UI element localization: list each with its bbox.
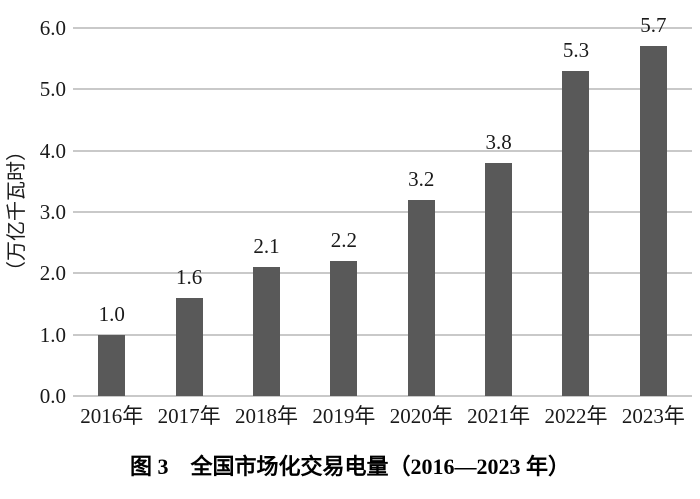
x-tick-label: 2022年 [544, 404, 608, 428]
bar-value-label: 3.2 [408, 166, 435, 191]
bar-value-label: 3.8 [485, 129, 512, 154]
x-tick-label: 2016年 [80, 404, 144, 428]
gridline [73, 333, 692, 336]
x-tick-label: 2018年 [234, 404, 298, 428]
bar-value-label: 5.7 [640, 13, 667, 38]
bar-value-label: 1.6 [175, 264, 203, 289]
x-tick-label: 2017年 [157, 404, 221, 428]
bar-2020年 [407, 199, 435, 396]
bar-value-label: 5.3 [562, 37, 590, 62]
bar-2022年 [562, 70, 590, 396]
gridline [73, 211, 692, 213]
y-tick-label: 3.0 [39, 200, 66, 224]
y-tick-label: 2.0 [39, 261, 66, 286]
gridline [73, 88, 692, 91]
bar-value-label: 2.1 [253, 234, 280, 259]
bar-2016年 [98, 334, 126, 396]
figure-caption: 图 3 全国市场化交易电量（2016—2023 年） [129, 454, 570, 479]
y-tick-label: 1.0 [39, 322, 66, 347]
x-tick-label: 2021年 [467, 404, 531, 428]
y-tick-label: 4.0 [39, 138, 66, 163]
bar-2021年 [485, 162, 513, 396]
bar-2023年 [639, 46, 667, 396]
gridline [73, 149, 692, 152]
bar-2019年 [330, 261, 358, 396]
x-tick-label: 2020年 [389, 404, 453, 428]
gridline [73, 27, 692, 29]
gridline [73, 272, 692, 275]
x-tick-label: 2023年 [621, 404, 685, 428]
plot-area: 1.0 1.6 2.1 2.2 3.2 3.8 5.3 5.7 [73, 15, 692, 397]
y-tick-label: 5.0 [39, 77, 66, 102]
x-tick-label: 2019年 [312, 404, 376, 428]
bar-2018年 [252, 267, 280, 396]
bar-value-label: 2.2 [330, 228, 357, 253]
bar-2017年 [175, 297, 203, 396]
bar-value-label: 1.0 [98, 301, 125, 326]
y-tick-label: 0.0 [39, 384, 66, 408]
y-tick-label: 6.0 [39, 16, 66, 40]
gridline [73, 395, 692, 397]
